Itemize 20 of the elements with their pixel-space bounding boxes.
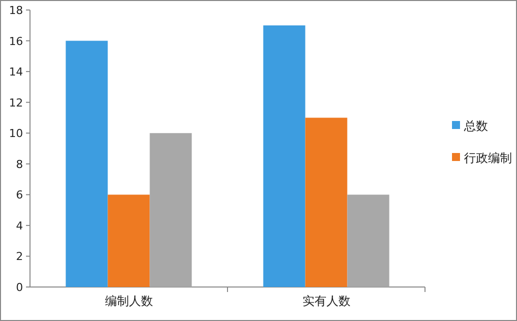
bar bbox=[66, 40, 108, 287]
legend-label: 总数 bbox=[463, 119, 488, 133]
y-tick-label: 2 bbox=[16, 250, 23, 264]
bar bbox=[263, 25, 306, 287]
y-tick-label: 16 bbox=[9, 34, 23, 48]
legend-label: 行政编制 bbox=[464, 151, 512, 165]
y-tick-label: 8 bbox=[16, 158, 23, 171]
y-tick-label: 4 bbox=[16, 219, 23, 232]
y-tick-label: 10 bbox=[9, 127, 23, 140]
bar bbox=[305, 118, 348, 287]
x-tick-label: 实有人数 bbox=[302, 294, 350, 308]
y-tick-label: 18 bbox=[9, 4, 23, 17]
bar bbox=[347, 194, 390, 287]
y-tick-label: 12 bbox=[9, 96, 23, 110]
y-tick-label: 0 bbox=[16, 281, 23, 294]
y-tick-label: 6 bbox=[16, 188, 23, 202]
bar bbox=[150, 133, 192, 287]
x-tick-label: 编制人数 bbox=[104, 294, 153, 308]
y-tick-label: 14 bbox=[9, 66, 23, 79]
bar bbox=[108, 194, 150, 287]
